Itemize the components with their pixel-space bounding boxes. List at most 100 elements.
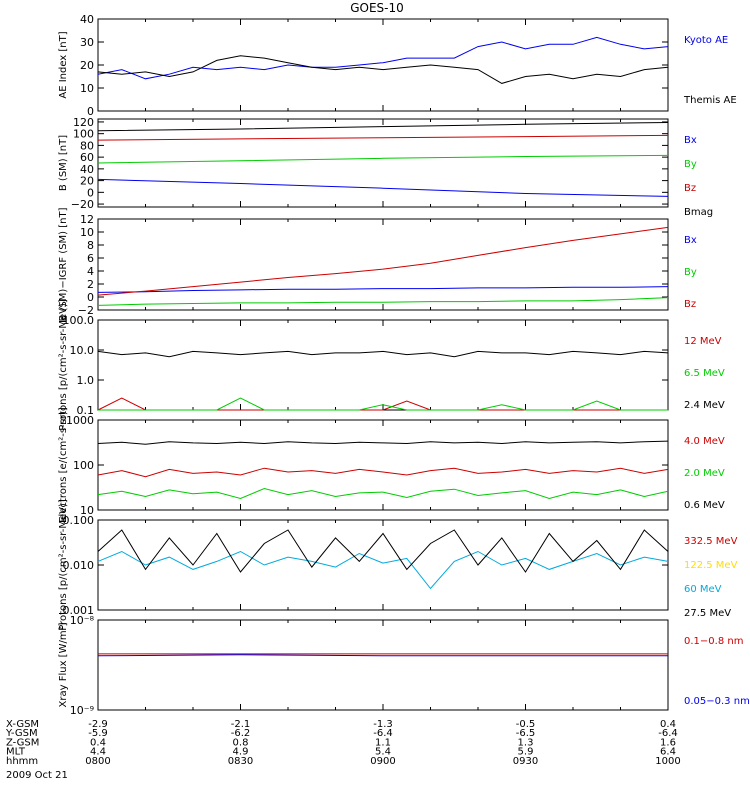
legend-entry: 2.4 MeV <box>684 400 725 411</box>
legend-entry: Bmag <box>684 207 713 218</box>
legend-entry: Bz <box>684 299 696 310</box>
series-line <box>97 297 669 306</box>
series-line <box>97 134 669 141</box>
y-tick-label: 30 <box>80 36 94 49</box>
ephemeris-value: -2.1 <box>231 719 251 730</box>
y-tick-label: 100 <box>73 128 94 141</box>
ephemeris-value: 0800 <box>85 756 110 767</box>
ephemeris-value: 0900 <box>370 756 395 767</box>
legend-entry: By <box>684 267 697 278</box>
y-tick-label: 1000 <box>66 414 94 427</box>
date-label: 2009 Oct 21 <box>6 770 68 781</box>
ephemeris-value: 0.4 <box>660 719 676 730</box>
y-axis-label: AE Index [nT] <box>58 31 69 98</box>
legend-entry: 122.5 MeV <box>684 560 738 571</box>
panel-frame <box>97 218 669 311</box>
ephemeris-row-label: Y-GSM <box>5 728 38 739</box>
y-tick-label: 10⁻⁸ <box>70 614 95 627</box>
legend-entry: 332.5 MeV <box>684 536 738 547</box>
legend-entry: 0.6 MeV <box>684 500 725 511</box>
legend-entry: 12 MeV <box>684 336 722 347</box>
legend-entry: Themis AE <box>683 95 737 106</box>
y-axis-label: B (SM) [nT] <box>58 135 69 191</box>
series-line <box>97 654 668 657</box>
ephemeris-value: 1.6 <box>660 737 676 748</box>
ephemeris-row-label: hhmm <box>6 756 38 767</box>
panel-frame <box>97 319 669 411</box>
y-axis-label: B (SM)−IGRF (SM) [nT] <box>58 207 69 321</box>
y-axis-label: Protons [p/(cm²-s-sr-MeV)] <box>58 299 69 431</box>
series-line <box>97 226 669 296</box>
series-line <box>97 122 669 132</box>
legend-entry: 0.1−0.8 nm <box>684 636 743 647</box>
y-tick-label: 0.1 <box>77 404 95 417</box>
y-axis-label: Electrons [e/(cm²-s-sr)] <box>58 407 69 523</box>
y-tick-label: 40 <box>80 13 94 26</box>
ephemeris-value: -0.5 <box>516 719 536 730</box>
panel-frame <box>97 18 669 112</box>
legend-entry: 0.05−0.3 nm <box>684 696 750 707</box>
y-tick-label: 0 <box>87 291 94 304</box>
ephemeris-row-label: Z-GSM <box>6 737 39 748</box>
legend-entry: Bx <box>684 135 697 146</box>
y-tick-label: 0 <box>87 186 94 199</box>
ephemeris-value: -1.3 <box>373 719 393 730</box>
ephemeris-value: 4.4 <box>90 747 106 758</box>
ephemeris-value: 5.9 <box>518 747 534 758</box>
y-axis-label: Xray Flux [W/m²] <box>58 622 69 707</box>
ephemeris-value: 0830 <box>228 756 253 767</box>
y-tick-label: 20 <box>80 175 94 188</box>
y-tick-label: 10⁻⁹ <box>70 704 94 717</box>
chart-title: GOES-10 <box>350 1 404 15</box>
ephemeris-value: 1000 <box>655 756 680 767</box>
y-tick-label: 0 <box>87 105 94 118</box>
legend-entry: 60 MeV <box>684 584 722 595</box>
y-tick-label: 0.010 <box>63 559 95 572</box>
series-line <box>97 550 669 590</box>
ephemeris-value: 1.3 <box>518 737 534 748</box>
ephemeris-row-label: X-GSM <box>6 719 39 730</box>
series-line <box>97 55 669 84</box>
series-line <box>97 440 669 445</box>
y-tick-label: 0.001 <box>63 604 95 617</box>
legend-entry: Bz <box>684 183 696 194</box>
legend-entry: 6.5 MeV <box>684 368 725 379</box>
series-line <box>97 178 669 197</box>
ephemeris-value: 5.4 <box>375 747 391 758</box>
y-tick-label: 1.0 <box>77 374 95 387</box>
series-line <box>97 154 669 164</box>
ephemeris-value: -6.2 <box>231 728 251 739</box>
y-tick-label: 0.100 <box>63 514 95 527</box>
panel-frame <box>97 419 669 511</box>
ephemeris-value: -5.9 <box>88 728 108 739</box>
y-tick-label: 100 <box>73 459 94 472</box>
legend-entry: 4.0 MeV <box>684 436 725 447</box>
series-line <box>97 350 669 358</box>
ephemeris-value: 0930 <box>513 756 538 767</box>
series-line <box>97 487 669 500</box>
y-tick-label: −2 <box>78 304 94 317</box>
ephemeris-value: 6.4 <box>660 747 676 758</box>
series-line <box>97 529 669 573</box>
series-line <box>98 397 668 411</box>
panel-frame <box>97 118 669 208</box>
ephemeris-value: 1.1 <box>375 737 391 748</box>
y-tick-label: 20 <box>80 59 94 72</box>
ephemeris-value: 4.9 <box>233 747 249 758</box>
series-line <box>97 36 669 80</box>
y-tick-label: 6 <box>87 252 94 265</box>
ephemeris-row-label: MLT <box>6 747 26 758</box>
legend-entry: Kyoto AE <box>684 35 728 46</box>
y-tick-label: 80 <box>80 139 94 152</box>
y-tick-label: 8 <box>87 239 94 252</box>
legend-entry: 2.0 MeV <box>684 468 725 479</box>
panel-frame <box>97 619 669 711</box>
y-tick-label: 10 <box>80 504 94 517</box>
